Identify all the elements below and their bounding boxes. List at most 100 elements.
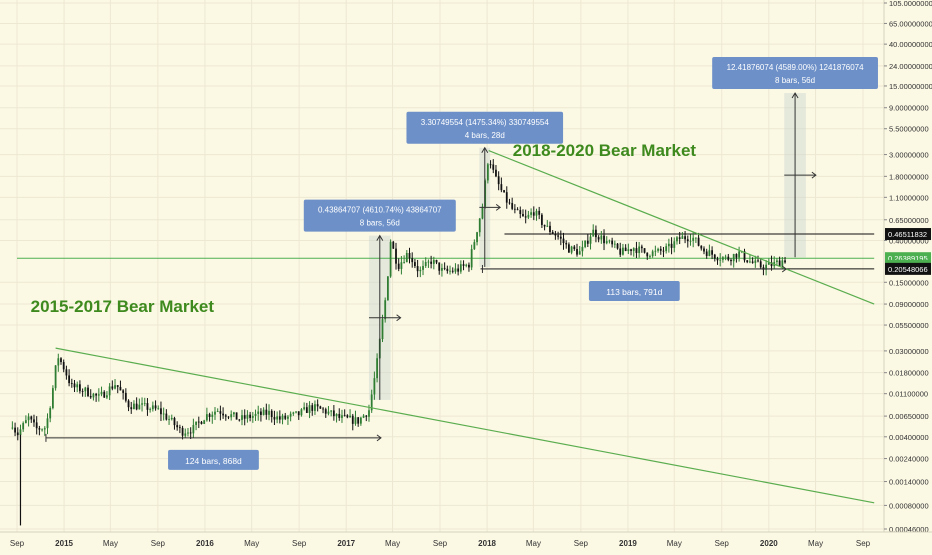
candle-body <box>66 369 68 375</box>
candle-body <box>357 417 359 423</box>
candle-body <box>125 393 127 401</box>
candle-body <box>646 253 648 257</box>
candle-body <box>760 261 762 267</box>
candle-body <box>522 214 524 216</box>
candle-body <box>52 388 54 408</box>
candle-body <box>149 409 151 410</box>
candle-body <box>665 246 667 251</box>
candle-body <box>136 404 138 410</box>
candle-body <box>479 219 481 233</box>
candle-body <box>236 412 238 419</box>
candle-body <box>509 203 511 204</box>
y-tick-label: 15.00000000 <box>889 82 932 91</box>
y-tick-label: 0.05500000 <box>889 321 929 330</box>
candle-body <box>492 164 494 169</box>
candle-body <box>463 264 465 266</box>
candle-body <box>330 410 332 411</box>
price-label-text: 0.46511832 <box>888 230 927 239</box>
y-tick-label: 24.00000000 <box>889 62 932 71</box>
candle-body <box>409 253 411 258</box>
candle-body <box>138 405 140 410</box>
candle-body <box>571 247 573 253</box>
y-tick-label: 1.80000000 <box>889 172 929 181</box>
candle-body <box>274 417 276 419</box>
measure-info-line2: 4 bars, 28d <box>465 131 505 140</box>
candle-body <box>738 251 740 257</box>
candle-body <box>668 244 670 246</box>
candle-body <box>211 415 213 417</box>
candle-body <box>438 263 440 271</box>
candle-body <box>233 412 235 414</box>
candle-body <box>117 385 119 387</box>
candle-body <box>417 266 419 271</box>
candle-body <box>587 241 589 244</box>
candle-body <box>703 248 705 251</box>
candle-body <box>49 408 51 418</box>
candle-body <box>55 365 57 388</box>
candle-body <box>411 258 413 262</box>
candle-body <box>130 407 132 409</box>
y-tick-label: 0.00140000 <box>889 478 929 487</box>
candle-body <box>82 391 84 392</box>
candle-body <box>247 415 249 419</box>
candle-body <box>257 412 259 414</box>
candle-body <box>152 405 154 409</box>
y-tick-label: 40.00000000 <box>889 40 932 49</box>
candle-body <box>595 230 597 237</box>
candle-body <box>317 404 319 406</box>
candle-body <box>633 248 635 251</box>
candle-body <box>519 210 521 214</box>
candle-body <box>179 427 181 428</box>
candle-body <box>401 262 403 269</box>
candle-body <box>382 319 384 339</box>
candle-body <box>298 411 300 415</box>
candle-body <box>217 411 219 412</box>
candle-body <box>322 409 324 410</box>
candle-body <box>592 230 594 237</box>
candle-body <box>722 257 724 260</box>
x-tick-label: Sep <box>151 539 166 548</box>
candle-body <box>171 418 173 419</box>
x-tick-label: May <box>808 539 823 548</box>
y-tick-label: 0.65000000 <box>889 216 929 225</box>
candle-body <box>360 418 362 424</box>
y-tick-label: 9.00000000 <box>889 104 929 113</box>
candle-body <box>363 416 365 418</box>
candle-body <box>630 249 632 251</box>
candle-body <box>736 254 738 258</box>
candle-body <box>25 420 27 423</box>
x-tick-label: 2018 <box>478 539 496 548</box>
candle-body <box>373 378 375 394</box>
candle-body <box>260 412 262 415</box>
candle-body <box>346 415 348 417</box>
candle-body <box>22 423 24 429</box>
candle-body <box>222 414 224 416</box>
candle-body <box>692 238 694 241</box>
candle-body <box>160 408 162 414</box>
candle-body <box>201 422 203 424</box>
candle-body <box>344 415 346 416</box>
candle-body <box>590 237 592 244</box>
candle-body <box>776 261 778 262</box>
candle-body <box>473 242 475 249</box>
measure-info-line1: 12.41876074 (4589.00%) 1241876074 <box>727 63 865 72</box>
candle-body <box>303 407 305 409</box>
candle-body <box>538 211 540 215</box>
x-tick-label: Sep <box>10 539 25 548</box>
y-tick-label: 0.03000000 <box>889 347 929 356</box>
candle-body <box>476 232 478 242</box>
candle-body <box>30 416 32 419</box>
candle-body <box>328 412 330 414</box>
candle-body <box>292 413 294 414</box>
candle-body <box>471 249 473 267</box>
candle-body <box>68 375 70 383</box>
candle-body <box>133 404 135 409</box>
candle-body <box>238 420 240 421</box>
candle-body <box>754 260 756 262</box>
candle-body <box>268 411 270 415</box>
x-axis-panel <box>0 532 932 550</box>
x-tick-label: May <box>526 539 541 548</box>
candle-body <box>290 414 292 417</box>
